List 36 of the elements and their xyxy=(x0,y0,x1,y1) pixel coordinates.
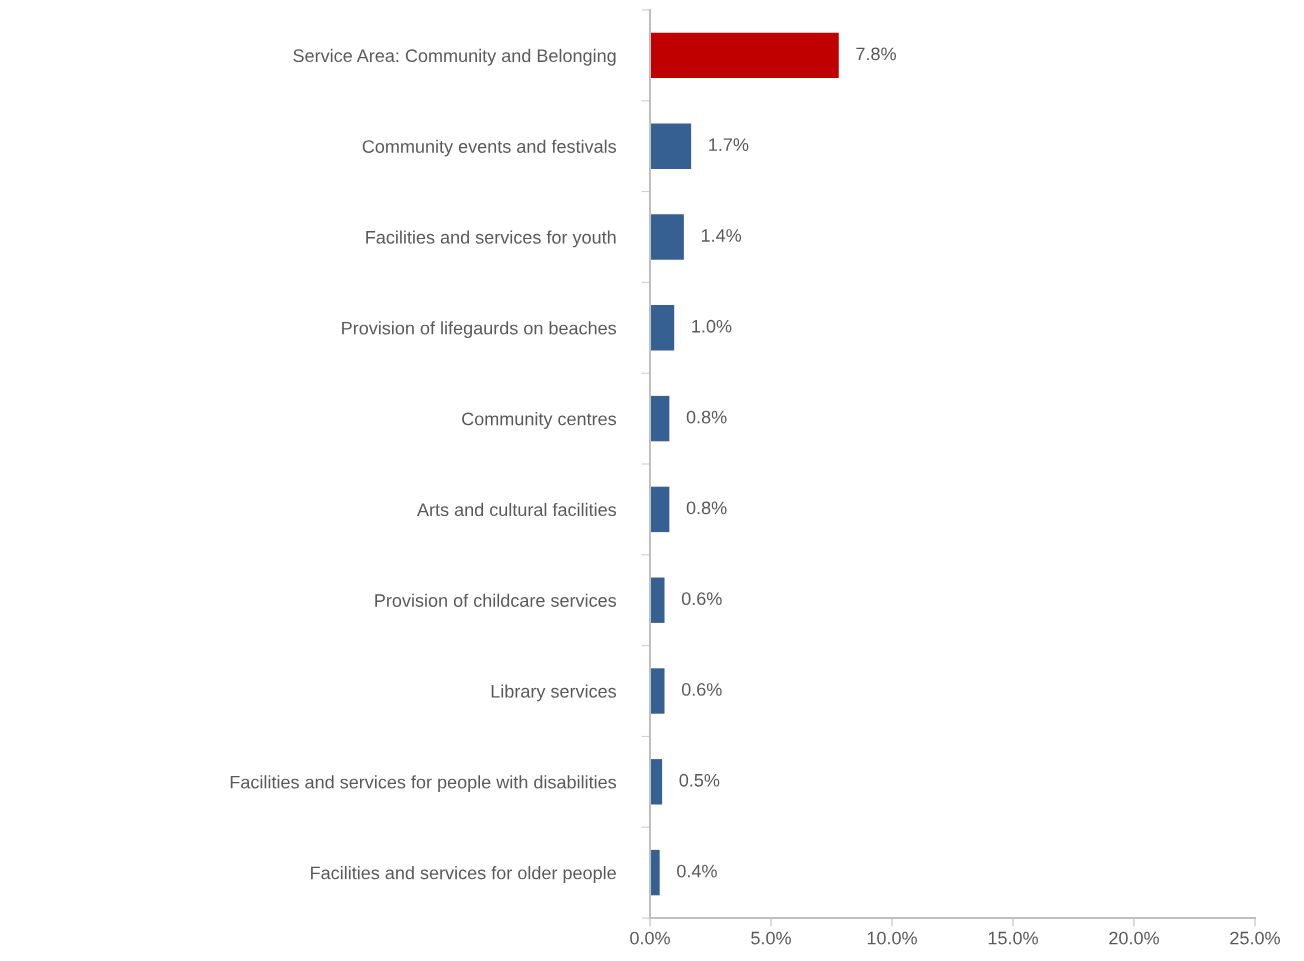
data-label: 1.0% xyxy=(692,319,732,333)
bar xyxy=(650,123,692,169)
bar xyxy=(650,577,665,623)
y-tick-label: Facilities and services for people with disabilities xyxy=(230,775,617,793)
x-tick-label: 25.0% xyxy=(1230,931,1280,945)
bar xyxy=(650,214,684,260)
y-tick-label: Provision of lifegaurds on beaches xyxy=(342,321,617,339)
data-label: 0.6% xyxy=(681,683,722,696)
y-tick-label: Community centres xyxy=(462,412,617,429)
y-tick-label: Library services xyxy=(491,684,617,702)
data-label: 0.4% xyxy=(677,864,717,878)
bar xyxy=(650,32,839,79)
bar xyxy=(650,305,675,351)
x-tick-label: 20.0% xyxy=(1109,931,1159,945)
bar xyxy=(650,668,665,714)
y-tick-label: Facilities and services for youth xyxy=(366,230,616,248)
data-label: 0.8% xyxy=(686,501,727,515)
y-tick-label: Arts and cultural facilities xyxy=(417,502,617,517)
data-label: 1.7% xyxy=(709,138,749,151)
bar xyxy=(650,759,663,805)
y-tick-label: Facilities and services for older people xyxy=(311,866,616,883)
x-tick-label: 15.0% xyxy=(988,931,1038,945)
data-label: 1.4% xyxy=(701,229,742,242)
data-label: 7.8% xyxy=(856,47,896,61)
data-label: 0.8% xyxy=(686,410,727,424)
y-tick-label: Service Area: Community and Belonging xyxy=(293,48,616,66)
x-tick-label: 10.0% xyxy=(867,931,917,945)
bar xyxy=(650,849,660,896)
y-tick-label: Provision of childcare services xyxy=(375,593,617,607)
bar xyxy=(650,486,670,533)
x-tick-label: 5.0% xyxy=(751,931,791,945)
data-label: 0.6% xyxy=(681,592,722,606)
y-tick-label: Community events and festivals xyxy=(362,139,617,157)
x-tick-label: 0.0% xyxy=(630,931,670,945)
bar xyxy=(650,395,670,442)
data-label: 0.5% xyxy=(679,773,720,787)
